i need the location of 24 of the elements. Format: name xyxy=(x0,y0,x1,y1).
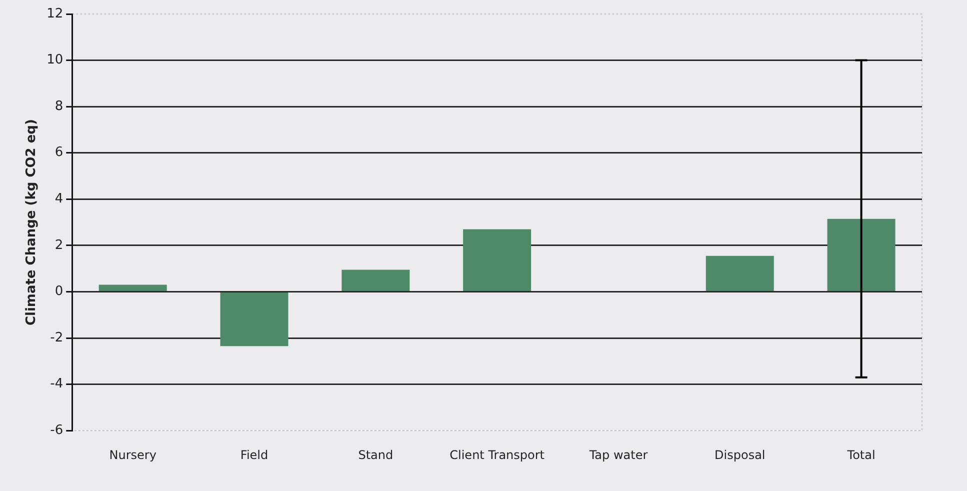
bar xyxy=(706,256,774,291)
y-axis-title: Climate Change (kg CO2 eq) xyxy=(24,119,40,326)
x-tick-label: Stand xyxy=(358,448,394,462)
x-tick-label: Client Transport xyxy=(450,448,545,462)
y-tick-label: 0 xyxy=(54,284,64,300)
y-tick-label: -4 xyxy=(50,376,64,392)
x-tick-label: Tap water xyxy=(588,448,648,462)
y-tick-label: 10 xyxy=(46,52,64,68)
bar xyxy=(98,284,167,291)
x-tick-label: Nursery xyxy=(109,448,156,462)
bar xyxy=(220,292,288,346)
bar xyxy=(827,218,896,291)
y-tick-label: 8 xyxy=(54,98,64,114)
y-tick-label: 4 xyxy=(54,192,64,207)
y-tick-label: -6 xyxy=(50,422,64,438)
y-tick-label: 6 xyxy=(54,145,64,160)
bar xyxy=(342,270,410,291)
x-tick-label: Total xyxy=(846,448,876,462)
x-tick-label: Field xyxy=(240,448,268,462)
bar xyxy=(463,229,532,291)
x-tick-label: Disposal xyxy=(714,448,766,462)
y-tick-label: 12 xyxy=(46,6,64,22)
y-tick-label: -2 xyxy=(50,330,64,346)
y-tick-label: 2 xyxy=(54,238,64,253)
